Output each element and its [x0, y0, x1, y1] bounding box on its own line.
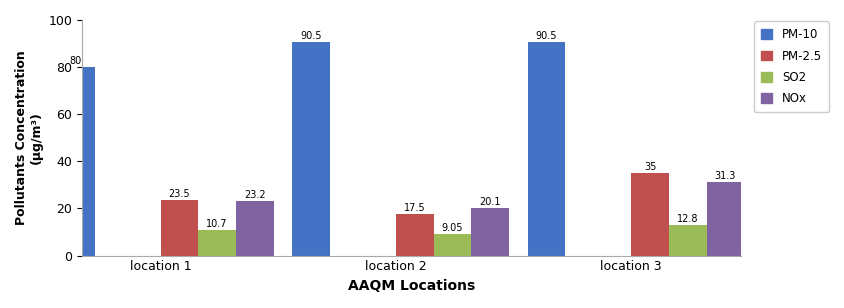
- Bar: [631, 173, 668, 256]
- Text: 20.1: 20.1: [479, 197, 500, 207]
- Legend: PM-10, PM-2.5, SO2, NOx: PM-10, PM-2.5, SO2, NOx: [754, 21, 829, 112]
- Bar: [235, 201, 273, 256]
- Text: 10.7: 10.7: [206, 219, 228, 229]
- Text: 17.5: 17.5: [404, 203, 425, 213]
- Bar: [528, 43, 565, 256]
- Y-axis label: Pollutants Concentration
(μg/m³): Pollutants Concentration (μg/m³): [15, 51, 43, 225]
- Text: 12.8: 12.8: [677, 214, 699, 224]
- Bar: [198, 230, 235, 256]
- Bar: [57, 67, 95, 256]
- Bar: [434, 234, 471, 256]
- X-axis label: AAQM Locations: AAQM Locations: [348, 279, 475, 293]
- Text: 90.5: 90.5: [300, 31, 322, 41]
- Text: 90.5: 90.5: [536, 31, 557, 41]
- Text: 31.3: 31.3: [715, 171, 736, 181]
- Bar: [292, 43, 330, 256]
- Text: 23.5: 23.5: [169, 189, 190, 199]
- Bar: [706, 182, 744, 256]
- Bar: [471, 208, 509, 256]
- Text: 23.2: 23.2: [244, 190, 266, 200]
- Text: 35: 35: [644, 162, 657, 172]
- Text: 9.05: 9.05: [441, 223, 463, 233]
- Bar: [668, 225, 706, 256]
- Bar: [160, 200, 198, 256]
- Text: 80: 80: [70, 56, 82, 66]
- Bar: [396, 214, 434, 256]
